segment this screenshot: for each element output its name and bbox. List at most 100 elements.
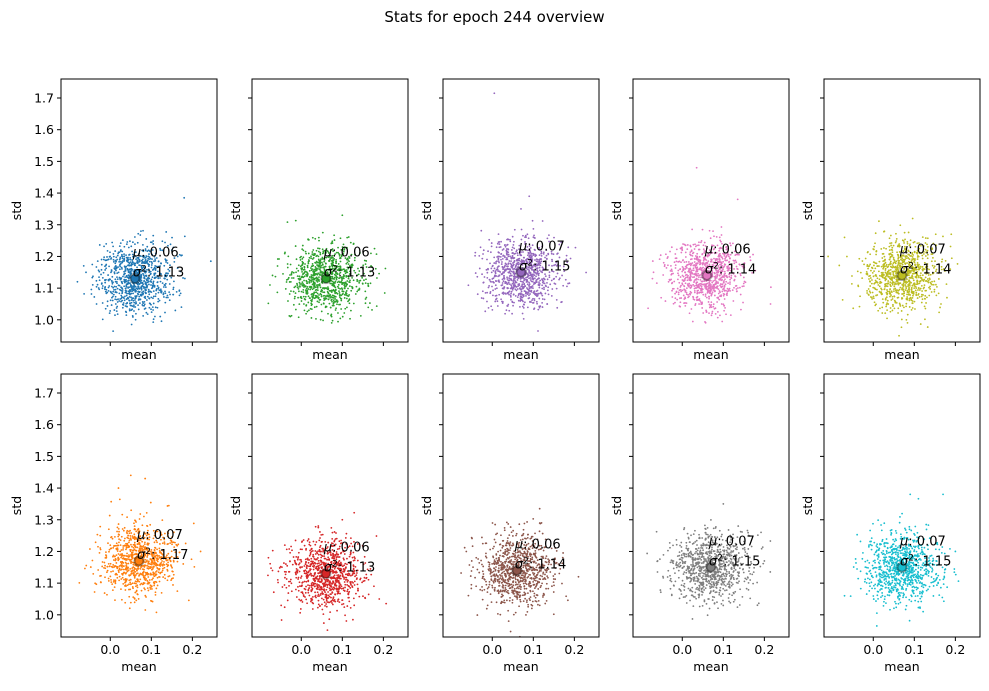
point [348, 285, 351, 288]
point [156, 281, 159, 284]
point [338, 277, 341, 279]
point [311, 251, 314, 253]
point [129, 302, 131, 305]
point [696, 262, 698, 265]
point [152, 295, 155, 298]
point [518, 292, 521, 295]
scatter-points [78, 474, 202, 614]
point [121, 290, 124, 293]
point [130, 299, 133, 301]
point [152, 243, 155, 245]
point [152, 290, 155, 293]
point [709, 288, 712, 291]
point [932, 283, 935, 286]
point [921, 298, 924, 301]
point [689, 251, 692, 254]
point [164, 284, 166, 287]
point [345, 262, 348, 265]
point [301, 264, 303, 267]
point [133, 522, 135, 525]
point [133, 304, 135, 307]
point [737, 287, 739, 289]
point [121, 250, 124, 253]
point [123, 255, 126, 258]
point [532, 236, 535, 239]
point [735, 288, 738, 290]
point [322, 295, 325, 297]
point [116, 258, 118, 261]
point [323, 259, 326, 261]
point [528, 283, 531, 286]
point [316, 277, 319, 280]
point [721, 283, 723, 286]
point [884, 269, 887, 271]
point [506, 292, 509, 294]
point [284, 288, 287, 290]
point [92, 573, 95, 575]
point [317, 250, 320, 253]
point [269, 284, 271, 286]
point [335, 258, 337, 261]
point [114, 535, 116, 538]
point [904, 289, 907, 291]
point [118, 245, 121, 248]
point [714, 275, 717, 278]
point [338, 273, 341, 275]
point [686, 244, 689, 246]
point [164, 286, 167, 289]
point [509, 274, 512, 277]
point [104, 269, 107, 271]
point [167, 272, 169, 275]
point [316, 264, 318, 266]
point [276, 265, 279, 267]
point [105, 278, 107, 281]
point [321, 263, 324, 266]
point [142, 290, 145, 293]
point [697, 272, 700, 275]
point [526, 293, 529, 295]
point [500, 240, 502, 243]
point [533, 290, 536, 293]
point [509, 272, 512, 275]
sigma-annotation: σ2: 1.13 [324, 265, 375, 281]
point [313, 285, 316, 288]
point [329, 257, 332, 259]
point [341, 315, 344, 318]
point [367, 282, 369, 285]
point [117, 535, 120, 538]
point [711, 312, 713, 315]
point [712, 305, 715, 308]
point [548, 276, 551, 279]
point [305, 287, 308, 290]
point [111, 282, 114, 285]
point [134, 251, 137, 254]
scatter-points [467, 92, 587, 332]
point [516, 279, 519, 281]
point [131, 269, 134, 271]
point [308, 297, 311, 299]
point [933, 290, 936, 293]
point [141, 291, 143, 294]
point [103, 245, 105, 248]
point [331, 270, 334, 273]
point [112, 295, 114, 298]
point [162, 293, 165, 296]
point [681, 270, 684, 273]
point [138, 272, 141, 275]
point [518, 284, 521, 287]
point [125, 256, 128, 259]
point [128, 275, 131, 277]
point [727, 282, 729, 285]
point [303, 272, 306, 274]
point [128, 253, 131, 256]
point [305, 292, 308, 295]
point [142, 274, 145, 277]
point [148, 283, 150, 286]
point [712, 283, 715, 286]
point [104, 290, 107, 293]
point [500, 284, 503, 287]
point [286, 221, 289, 224]
point [313, 281, 316, 284]
point [107, 274, 109, 276]
point [674, 253, 677, 255]
